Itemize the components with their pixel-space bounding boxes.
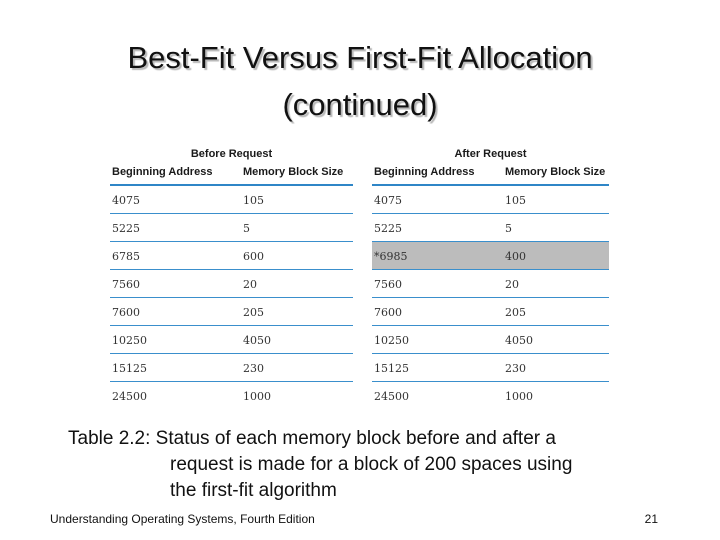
cell-beginning-address: 7560 [374,278,402,291]
slide-title-line-1: Best-Fit Versus First-Fit Allocation [127,40,593,75]
cell-memory-block-size: 230 [505,362,526,375]
column-header-size: Memory Block Size [243,166,344,178]
cell-beginning-address: 10250 [112,334,147,347]
header-rule [110,184,353,186]
cell-beginning-address: 7600 [374,306,402,319]
cell-beginning-address: 15125 [112,362,147,375]
group-label: Before Request [190,148,273,160]
table-row: *6985 400 [372,242,609,270]
table-body: 4075 105 5225 5 *6985 400 7560 20 7600 205 10250 40… [372,186,609,409]
table-row: 7600 205 [110,298,353,326]
cell-memory-block-size: 205 [243,306,264,319]
table-body: 4075 105 5225 5 6785 600 7560 20 7600 205 10250 405… [110,186,353,409]
cell-beginning-address: 6785 [112,250,140,263]
table-header: Before Request Beginning Address Memory … [110,145,353,186]
cell-memory-block-size: 230 [243,362,264,375]
caption-line-1: Table 2.2: Status of each memory block b… [68,428,556,449]
cell-memory-block-size: 4050 [243,334,271,347]
before-request-table: Before Request Beginning Address Memory … [110,145,353,409]
cell-memory-block-size: 1000 [243,390,271,403]
table-row: 5225 5 [110,214,353,242]
cell-memory-block-size: 4050 [505,334,533,347]
caption-line-3: the first-fit algorithm [170,480,337,501]
table-row: 7600 205 [372,298,609,326]
table-row: 4075 105 [110,186,353,214]
cell-beginning-address: 10250 [374,334,409,347]
caption-line-2: request is made for a block of 200 space… [170,454,573,475]
cell-memory-block-size: 5 [505,222,512,235]
cell-beginning-address: 24500 [374,390,409,403]
table-row: 5225 5 [372,214,609,242]
table-row: 15125 230 [110,354,353,382]
cell-beginning-address: 4075 [374,194,402,207]
after-request-table: After Request Beginning Address Memory B… [372,145,609,409]
footer-text: Understanding Operating Systems, Fourth … [50,512,315,526]
cell-beginning-address: 5225 [374,222,402,235]
table-row: 7560 20 [372,270,609,298]
table-row: 10250 4050 [110,326,353,354]
table-row: 10250 4050 [372,326,609,354]
header-rule [372,184,609,186]
table-row: 24500 1000 [372,382,609,409]
cell-memory-block-size: 20 [505,278,519,291]
cell-beginning-address: 4075 [112,194,140,207]
table-caption: Table 2.2: Status of each memory block b… [68,426,668,504]
table-row: 15125 230 [372,354,609,382]
cell-memory-block-size: 1000 [505,390,533,403]
cell-memory-block-size: 400 [505,250,526,263]
group-label: After Request [454,148,527,160]
column-header-address: Beginning Address [112,166,213,178]
cell-memory-block-size: 5 [243,222,250,235]
cell-memory-block-size: 105 [505,194,526,207]
cell-memory-block-size: 105 [243,194,264,207]
column-header-size: Memory Block Size [505,166,606,178]
cell-beginning-address: 7560 [112,278,140,291]
page-number: 21 [644,512,658,526]
table-row: 4075 105 [372,186,609,214]
cell-beginning-address: 5225 [112,222,140,235]
slide-title-line-2: (continued) [282,87,438,122]
cell-memory-block-size: 205 [505,306,526,319]
cell-beginning-address: 24500 [112,390,147,403]
table-header: After Request Beginning Address Memory B… [372,145,609,186]
cell-beginning-address: 15125 [374,362,409,375]
table-row: 24500 1000 [110,382,353,409]
slide-title: Best-Fit Versus First-Fit Allocation (co… [0,34,720,128]
column-header-address: Beginning Address [374,166,475,178]
table-row: 6785 600 [110,242,353,270]
cell-beginning-address: *6985 [374,250,408,263]
cell-memory-block-size: 20 [243,278,257,291]
cell-beginning-address: 7600 [112,306,140,319]
table-row: 7560 20 [110,270,353,298]
cell-memory-block-size: 600 [243,250,264,263]
